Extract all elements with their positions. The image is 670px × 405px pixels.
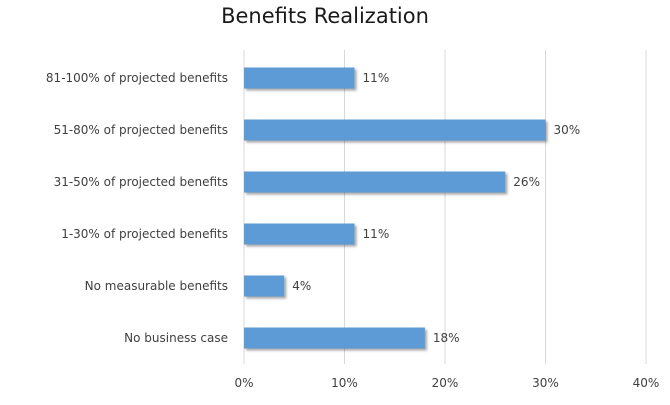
category-label: 51-80% of projected benefits [54,123,228,137]
chart-title: Benefits Realization [221,4,429,28]
bar [244,275,285,297]
x-tick-label: 0% [234,376,253,390]
gridlines [243,50,647,364]
data-label: 30% [554,123,581,137]
category-label: No business case [124,331,228,345]
data-label: 11% [363,71,390,85]
x-tick-label: 40% [633,376,660,390]
labels: 0% 10% 20% 30% 40% 81-100% of projected benef… [46,71,659,390]
category-label: 31-50% of projected benefits [54,175,228,189]
bar [244,67,355,89]
x-tick-label: 10% [331,376,358,390]
bars [244,67,546,349]
category-label: 81-100% of projected benefits [46,71,228,85]
bar [244,119,546,141]
x-tick-label: 20% [432,376,459,390]
bar [244,223,355,245]
data-label: 26% [513,175,540,189]
category-label: 1-30% of projected benefits [61,227,228,241]
data-label: 11% [363,227,390,241]
x-tick-label: 30% [532,376,559,390]
category-label: No measurable benefits [85,279,228,293]
bar [244,327,425,349]
data-label: 18% [433,331,460,345]
data-label: 4% [292,279,311,293]
bar [244,171,506,193]
